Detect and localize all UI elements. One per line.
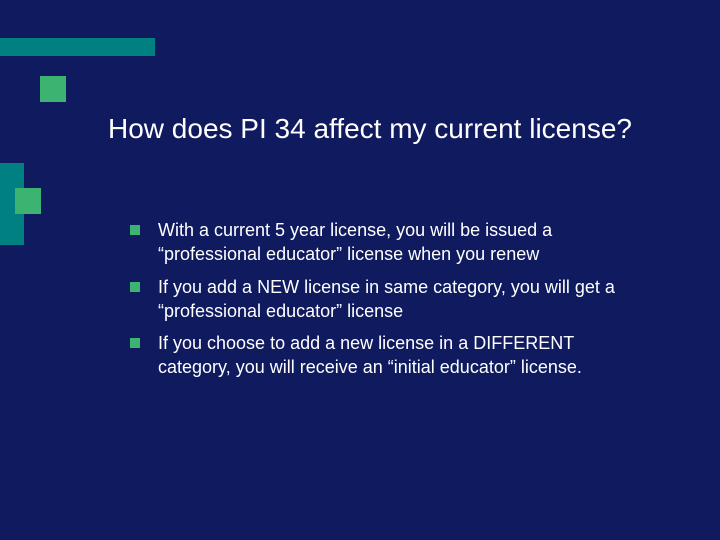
accent-square-top — [40, 76, 66, 102]
bullet-list: With a current 5 year license, you will … — [130, 218, 650, 388]
accent-square-left — [15, 188, 41, 214]
bullet-text: If you choose to add a new license in a … — [158, 331, 650, 380]
bullet-text: If you add a NEW license in same categor… — [158, 275, 650, 324]
list-item: With a current 5 year license, you will … — [130, 218, 650, 267]
slide-title: How does PI 34 affect my current license… — [108, 112, 660, 146]
accent-bar-top — [0, 38, 155, 56]
list-item: If you add a NEW license in same categor… — [130, 275, 650, 324]
bullet-square-icon — [130, 225, 140, 235]
list-item: If you choose to add a new license in a … — [130, 331, 650, 380]
bullet-text: With a current 5 year license, you will … — [158, 218, 650, 267]
bullet-square-icon — [130, 282, 140, 292]
bullet-square-icon — [130, 338, 140, 348]
